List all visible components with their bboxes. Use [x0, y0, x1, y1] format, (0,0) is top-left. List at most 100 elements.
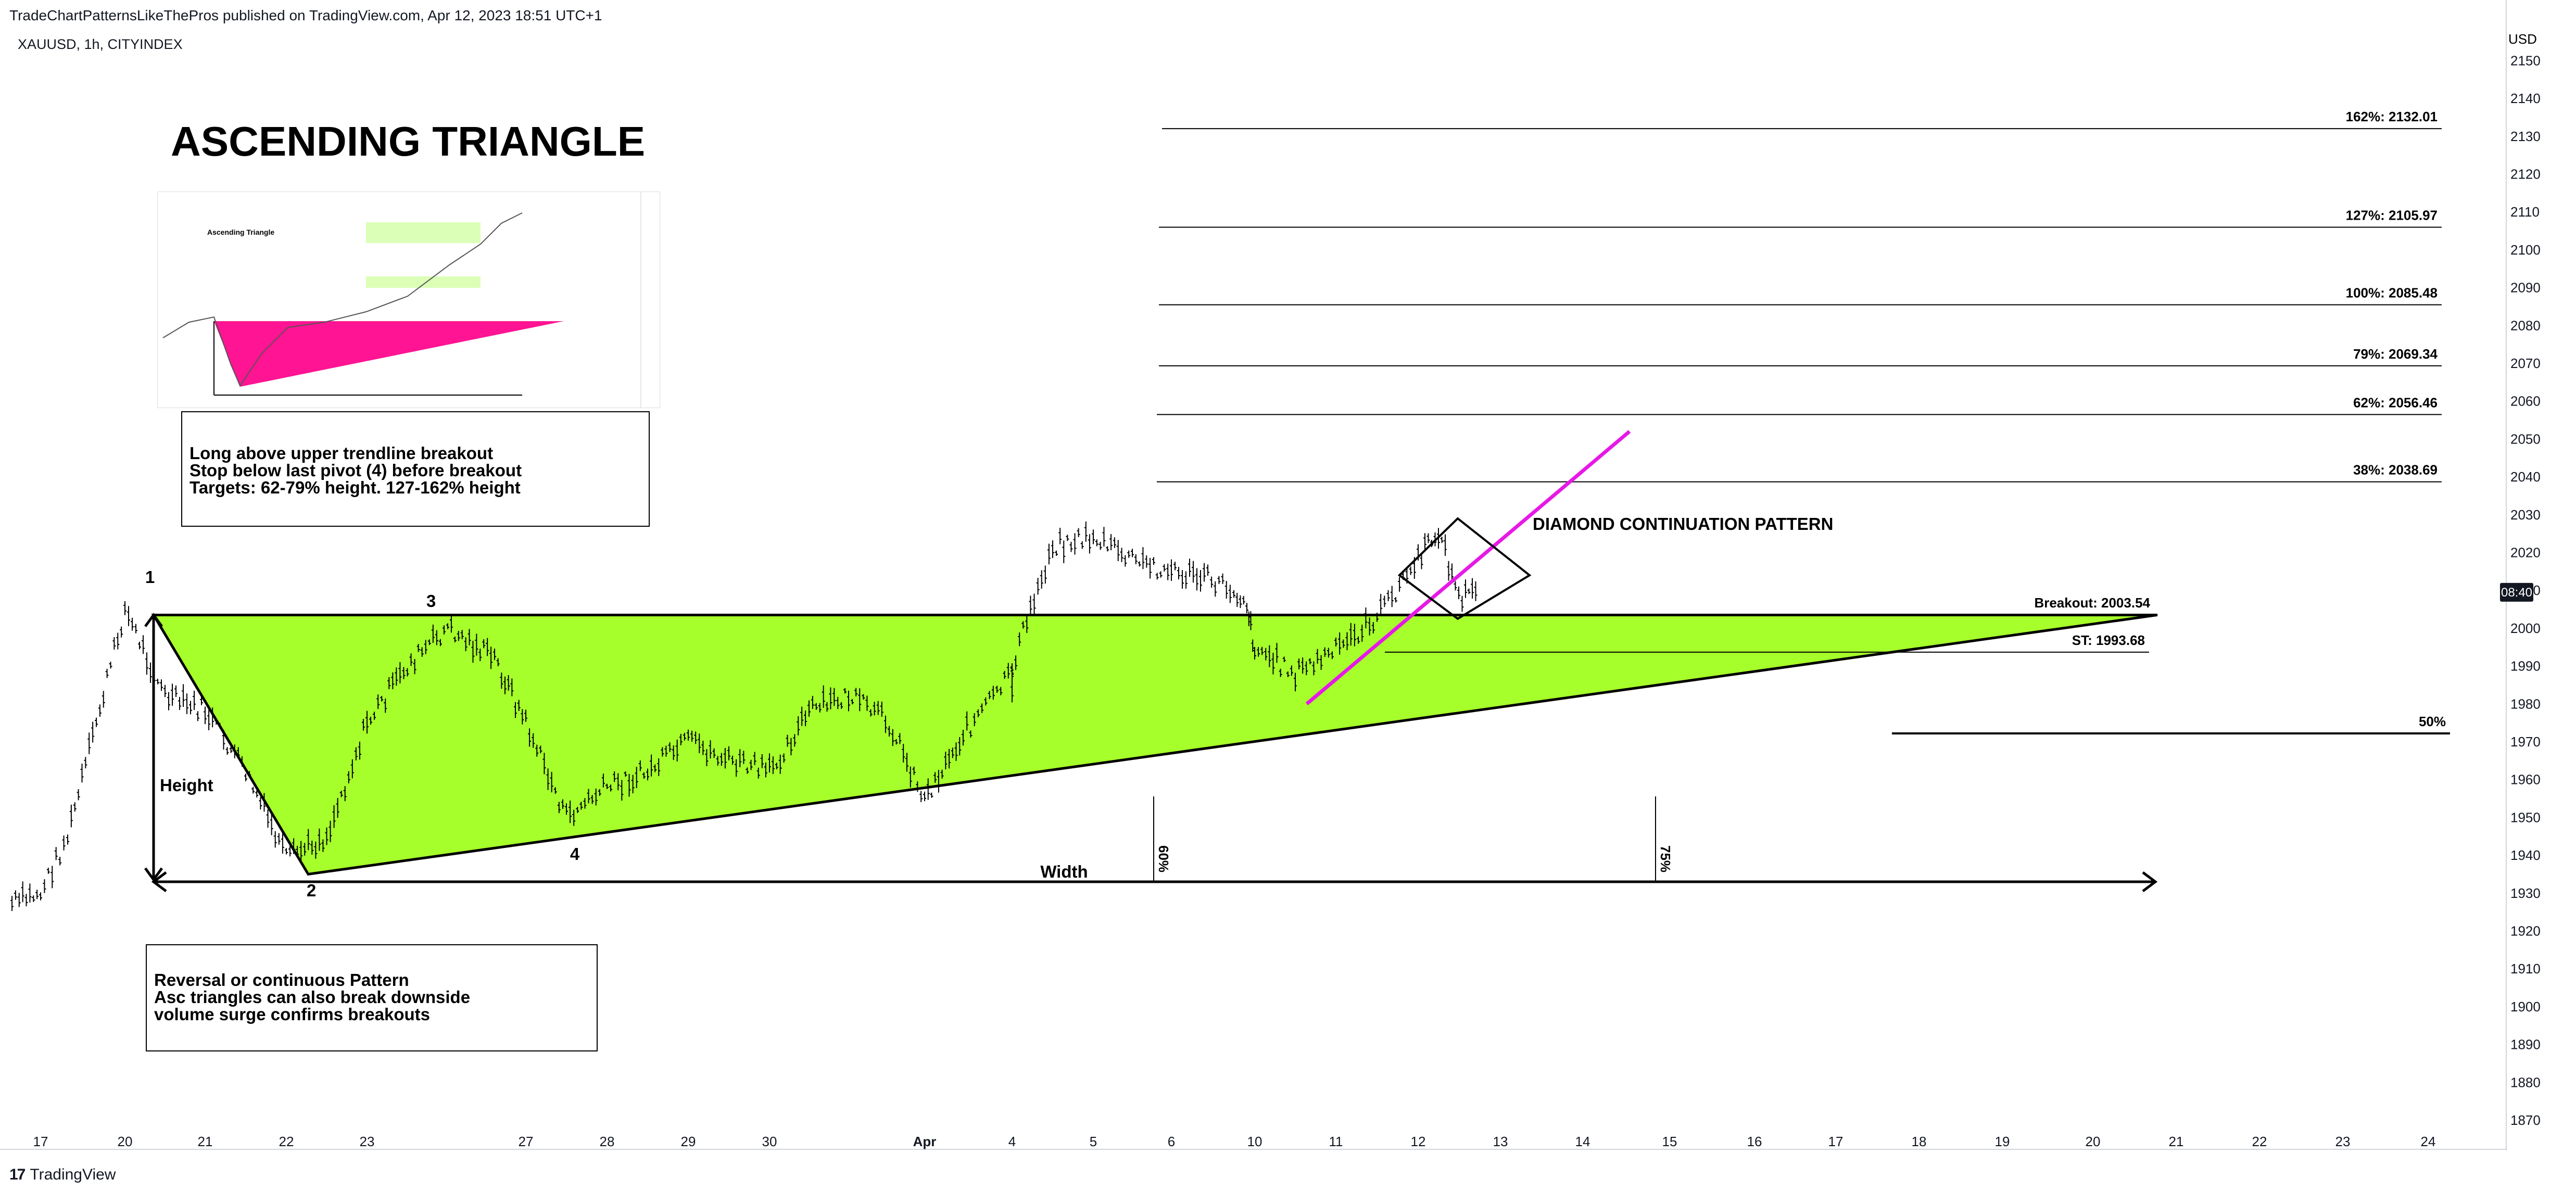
- x-tick-label: 22: [279, 1134, 294, 1149]
- y-tick-label: 2090: [2510, 280, 2541, 296]
- x-tick-label: 14: [1575, 1134, 1590, 1149]
- y-tick-label: 1870: [2510, 1112, 2541, 1128]
- target-level-label: 127%: 2105.97: [2346, 207, 2438, 223]
- width-arrow-head-left: [151, 871, 167, 892]
- strategy-note-line: Long above upper trendline breakout: [190, 443, 494, 463]
- y-tick-label: 2140: [2510, 91, 2541, 106]
- y-tick-label: 1960: [2510, 772, 2541, 788]
- y-tick-label: 1910: [2510, 961, 2541, 977]
- strategy-note-box: Long above upper trendline breakout Stop…: [181, 411, 650, 527]
- y-tick-label: 1920: [2510, 923, 2541, 939]
- target-level-label: 79%: 2069.34: [2353, 346, 2438, 362]
- x-tick-label: 21: [2169, 1134, 2184, 1149]
- x-tick-label: Apr: [913, 1134, 937, 1149]
- thumb-target-zone-lower: [366, 276, 481, 288]
- y-tick-label: 1950: [2510, 809, 2541, 825]
- width-label: Width: [1040, 862, 1088, 881]
- x-tick-label: 29: [681, 1134, 696, 1149]
- x-tick-label: 28: [600, 1134, 615, 1149]
- y-tick-label: 2030: [2510, 507, 2541, 523]
- y-tick-label: 2000: [2510, 620, 2541, 636]
- x-tick-label: 16: [1747, 1134, 1762, 1149]
- thumb-target-zone-upper: [366, 222, 481, 243]
- x-tick-label: 18: [1912, 1134, 1927, 1149]
- pattern-note-line: volume surge confirms breakouts: [154, 1005, 430, 1024]
- currency-label: USD: [2508, 31, 2537, 47]
- triangle-fill: [151, 613, 2158, 876]
- x-tick-label: 11: [1329, 1134, 1343, 1149]
- y-tick-label: 2130: [2510, 129, 2541, 144]
- diamond-pattern: [1397, 517, 1532, 620]
- strategy-note-line: Targets: 62-79% height. 127-162% height: [190, 478, 521, 497]
- price-badge: [2500, 582, 2533, 602]
- x-tick-label: 30: [762, 1134, 777, 1149]
- x-tick-label: 20: [118, 1134, 133, 1149]
- x-tick-label: 4: [1008, 1134, 1016, 1149]
- pivot-label: 3: [426, 591, 436, 611]
- thumbnail-chart: Ascending Triangle: [158, 192, 660, 408]
- tradingview-brand: TradingView: [30, 1166, 116, 1183]
- y-tick-label: 2110: [2510, 204, 2540, 220]
- target-level-label: Breakout: 2003.54: [2034, 595, 2150, 611]
- x-tick-label: 17: [33, 1134, 48, 1149]
- height-arrow-head-bottom: [144, 867, 163, 882]
- strategy-note-line: Stop below last pivot (4) before breakou…: [190, 461, 522, 480]
- x-tick-label: 22: [2252, 1134, 2267, 1149]
- width-arrow-head-right: [2142, 871, 2158, 892]
- projection-line: [1305, 430, 1631, 705]
- vertical-marker-label: 60%: [1156, 845, 1171, 872]
- vertical-marker-label: 75%: [1658, 845, 1673, 872]
- x-tick-label: 23: [2335, 1134, 2351, 1149]
- pivot-label: 2: [307, 881, 316, 900]
- target-level-label: 162%: 2132.01: [2346, 109, 2438, 124]
- price-badge-label: 08:40: [2501, 586, 2532, 600]
- pivot-label: 4: [570, 844, 580, 864]
- x-tick-label: 12: [1411, 1134, 1426, 1149]
- y-tick-label: 2040: [2510, 469, 2541, 485]
- thumb-title: Ascending Triangle: [207, 228, 274, 236]
- tradingview-logo-icon: 17: [9, 1166, 26, 1183]
- y-tick-label: 2070: [2510, 356, 2541, 371]
- pattern-note-line: Reversal or continuous Pattern: [154, 970, 409, 990]
- publish-info: TradeChartPatternsLikeThePros published …: [9, 7, 602, 23]
- x-tick-label: 23: [360, 1134, 375, 1149]
- x-tick-label: 13: [1493, 1134, 1508, 1149]
- y-tick-label: 1980: [2510, 696, 2541, 712]
- y-tick-label: 2080: [2510, 318, 2541, 333]
- y-tick-label: 1930: [2510, 885, 2541, 901]
- x-tick-label: 24: [2421, 1134, 2436, 1149]
- y-tick-label: 2050: [2510, 431, 2541, 447]
- y-tick-label: 1940: [2510, 847, 2541, 863]
- pattern-title: ASCENDING TRIANGLE: [171, 118, 646, 164]
- target-level-label: 38%: 2038.69: [2353, 462, 2438, 478]
- y-tick-label: 2150: [2510, 53, 2541, 68]
- y-tick-label: 1970: [2510, 734, 2541, 750]
- y-tick-label: 2100: [2510, 242, 2541, 258]
- target-level-label: 62%: 2056.46: [2353, 395, 2438, 410]
- thumb-price-line: [162, 212, 523, 387]
- x-tick-label: 19: [1995, 1134, 2010, 1149]
- x-tick-label: 10: [1247, 1134, 1262, 1149]
- y-tick-label: 2060: [2510, 394, 2541, 409]
- x-tick-label: 6: [1168, 1134, 1175, 1149]
- height-label: Height: [160, 776, 213, 795]
- y-tick-label: 1900: [2510, 999, 2541, 1015]
- x-tick-label: 20: [2086, 1134, 2101, 1149]
- pattern-note-line: Asc triangles can also break downside: [154, 987, 471, 1007]
- thumb-triangle: [214, 321, 564, 387]
- x-tick-label: 5: [1090, 1134, 1097, 1149]
- diamond-label: DIAMOND CONTINUATION PATTERN: [1533, 514, 1833, 534]
- height-arrow-head-top: [144, 613, 163, 627]
- reference-thumbnail: Ascending Triangle: [157, 192, 660, 408]
- pivot-label: 1: [145, 567, 155, 587]
- y-tick-label: 2020: [2510, 545, 2541, 561]
- y-tick-label: 2120: [2510, 167, 2541, 182]
- target-level-label: 50%: [2419, 714, 2446, 729]
- x-tick-label: 17: [1828, 1134, 1843, 1149]
- symbol-info[interactable]: XAUUSD, 1h, CITYINDEX: [18, 36, 183, 52]
- y-tick-label: 1880: [2510, 1074, 2541, 1090]
- x-tick-label: 27: [519, 1134, 534, 1149]
- tradingview-logo[interactable]: 17 TradingView: [9, 1166, 116, 1184]
- x-tick-label: 15: [1662, 1134, 1677, 1149]
